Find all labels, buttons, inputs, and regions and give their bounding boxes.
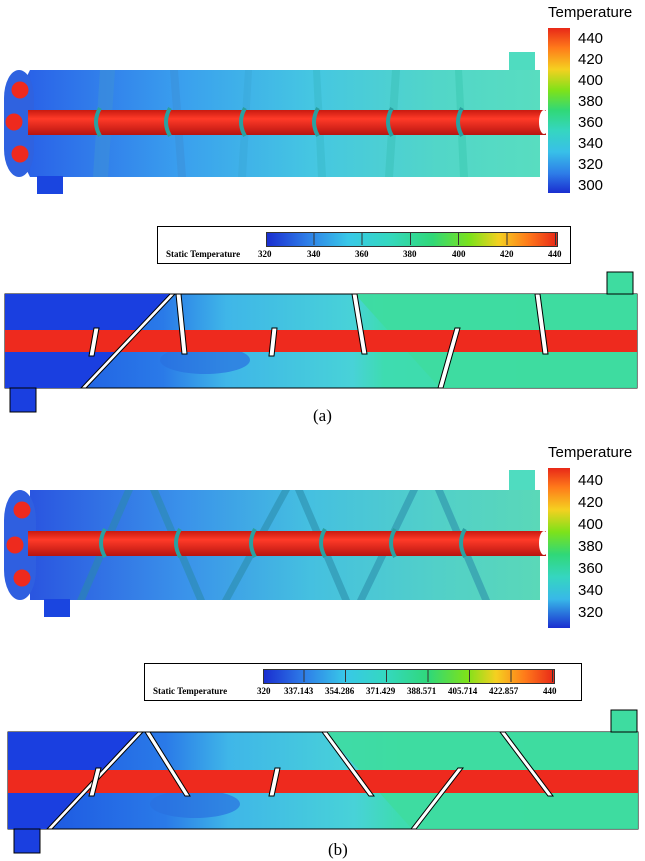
legend-colorbar-a [548,28,570,193]
outlet-nozzle-section-b [610,709,638,733]
legend-title-b: Temperature [548,444,633,461]
legend-tick: 400 [578,72,604,89]
scalebar-tick: 320 [258,249,272,259]
scalebar-gradient-b [263,669,555,684]
shell-3d-view-b [4,470,548,617]
scalebar-tick: 405.714 [448,686,478,696]
tube-3d-b [28,531,546,556]
scalebar-tick: 420 [500,249,514,259]
legend-tick: 360 [578,560,604,577]
legend-tick: 400 [578,516,604,533]
tube-end-middle [4,112,24,132]
shell-section-view-a [4,271,638,413]
inlet-nozzle-section-b [13,828,41,854]
scalebar-tick: 400 [452,249,466,259]
legend-tick: 440 [578,472,604,489]
shell-section-view-b [7,709,639,854]
tube-end-top [10,80,30,100]
legend-tick: 320 [578,156,604,173]
scalebar-tick: 388.571 [407,686,437,696]
scalebar-title-a: Static Temperature [166,249,241,259]
scalebar-tick: 337.143 [284,686,314,696]
scalebar-tick: 422.857 [489,686,519,696]
caption-b: (b) [328,840,348,859]
scalebar-tick: 320 [257,686,271,696]
legend-tick: 420 [578,51,604,68]
outlet-nozzle-section-a [606,271,634,295]
scalebar-a: Static Temperature 320 340 360 380 400 4… [157,226,571,264]
scalebar-b: Static Temperature 320 337.143 354.286 3… [144,663,582,701]
scalebar-tick: 354.286 [325,686,355,696]
outlet-nozzle-a [509,52,535,70]
scalebar-tick: 371.429 [366,686,396,696]
tube-3d-a [28,110,546,135]
legend-tick: 340 [578,582,604,599]
caption-a: (a) [313,406,332,425]
shell-3d-view-a [4,52,548,194]
legend-tick: 340 [578,135,604,152]
tube-section-b [8,770,638,793]
scalebar-tick: 340 [307,249,321,259]
legend-tick: 320 [578,604,604,621]
legend-title-a: Temperature [548,4,633,21]
legend-colorbar-b [548,468,570,628]
legend-tick: 360 [578,114,604,131]
tube-end-bottom [10,144,30,164]
inlet-nozzle-a [37,176,63,194]
inlet-nozzle-section-a [9,387,37,413]
legend-tick: 380 [578,538,604,555]
scalebar-tick: 440 [548,249,562,259]
scalebar-tick: 380 [403,249,417,259]
scalebar-gradient-a [266,232,558,247]
scalebar-title-b: Static Temperature [153,686,228,696]
scalebar-tick: 360 [355,249,369,259]
legend-tick: 440 [578,30,604,47]
inlet-nozzle-b [44,599,70,617]
legend-tick: 300 [578,177,604,194]
scalebar-tick: 440 [543,686,557,696]
legend-tick: 380 [578,93,604,110]
outlet-nozzle-b [509,470,535,490]
legend-tick: 420 [578,494,604,511]
tube-section-a [5,330,637,352]
